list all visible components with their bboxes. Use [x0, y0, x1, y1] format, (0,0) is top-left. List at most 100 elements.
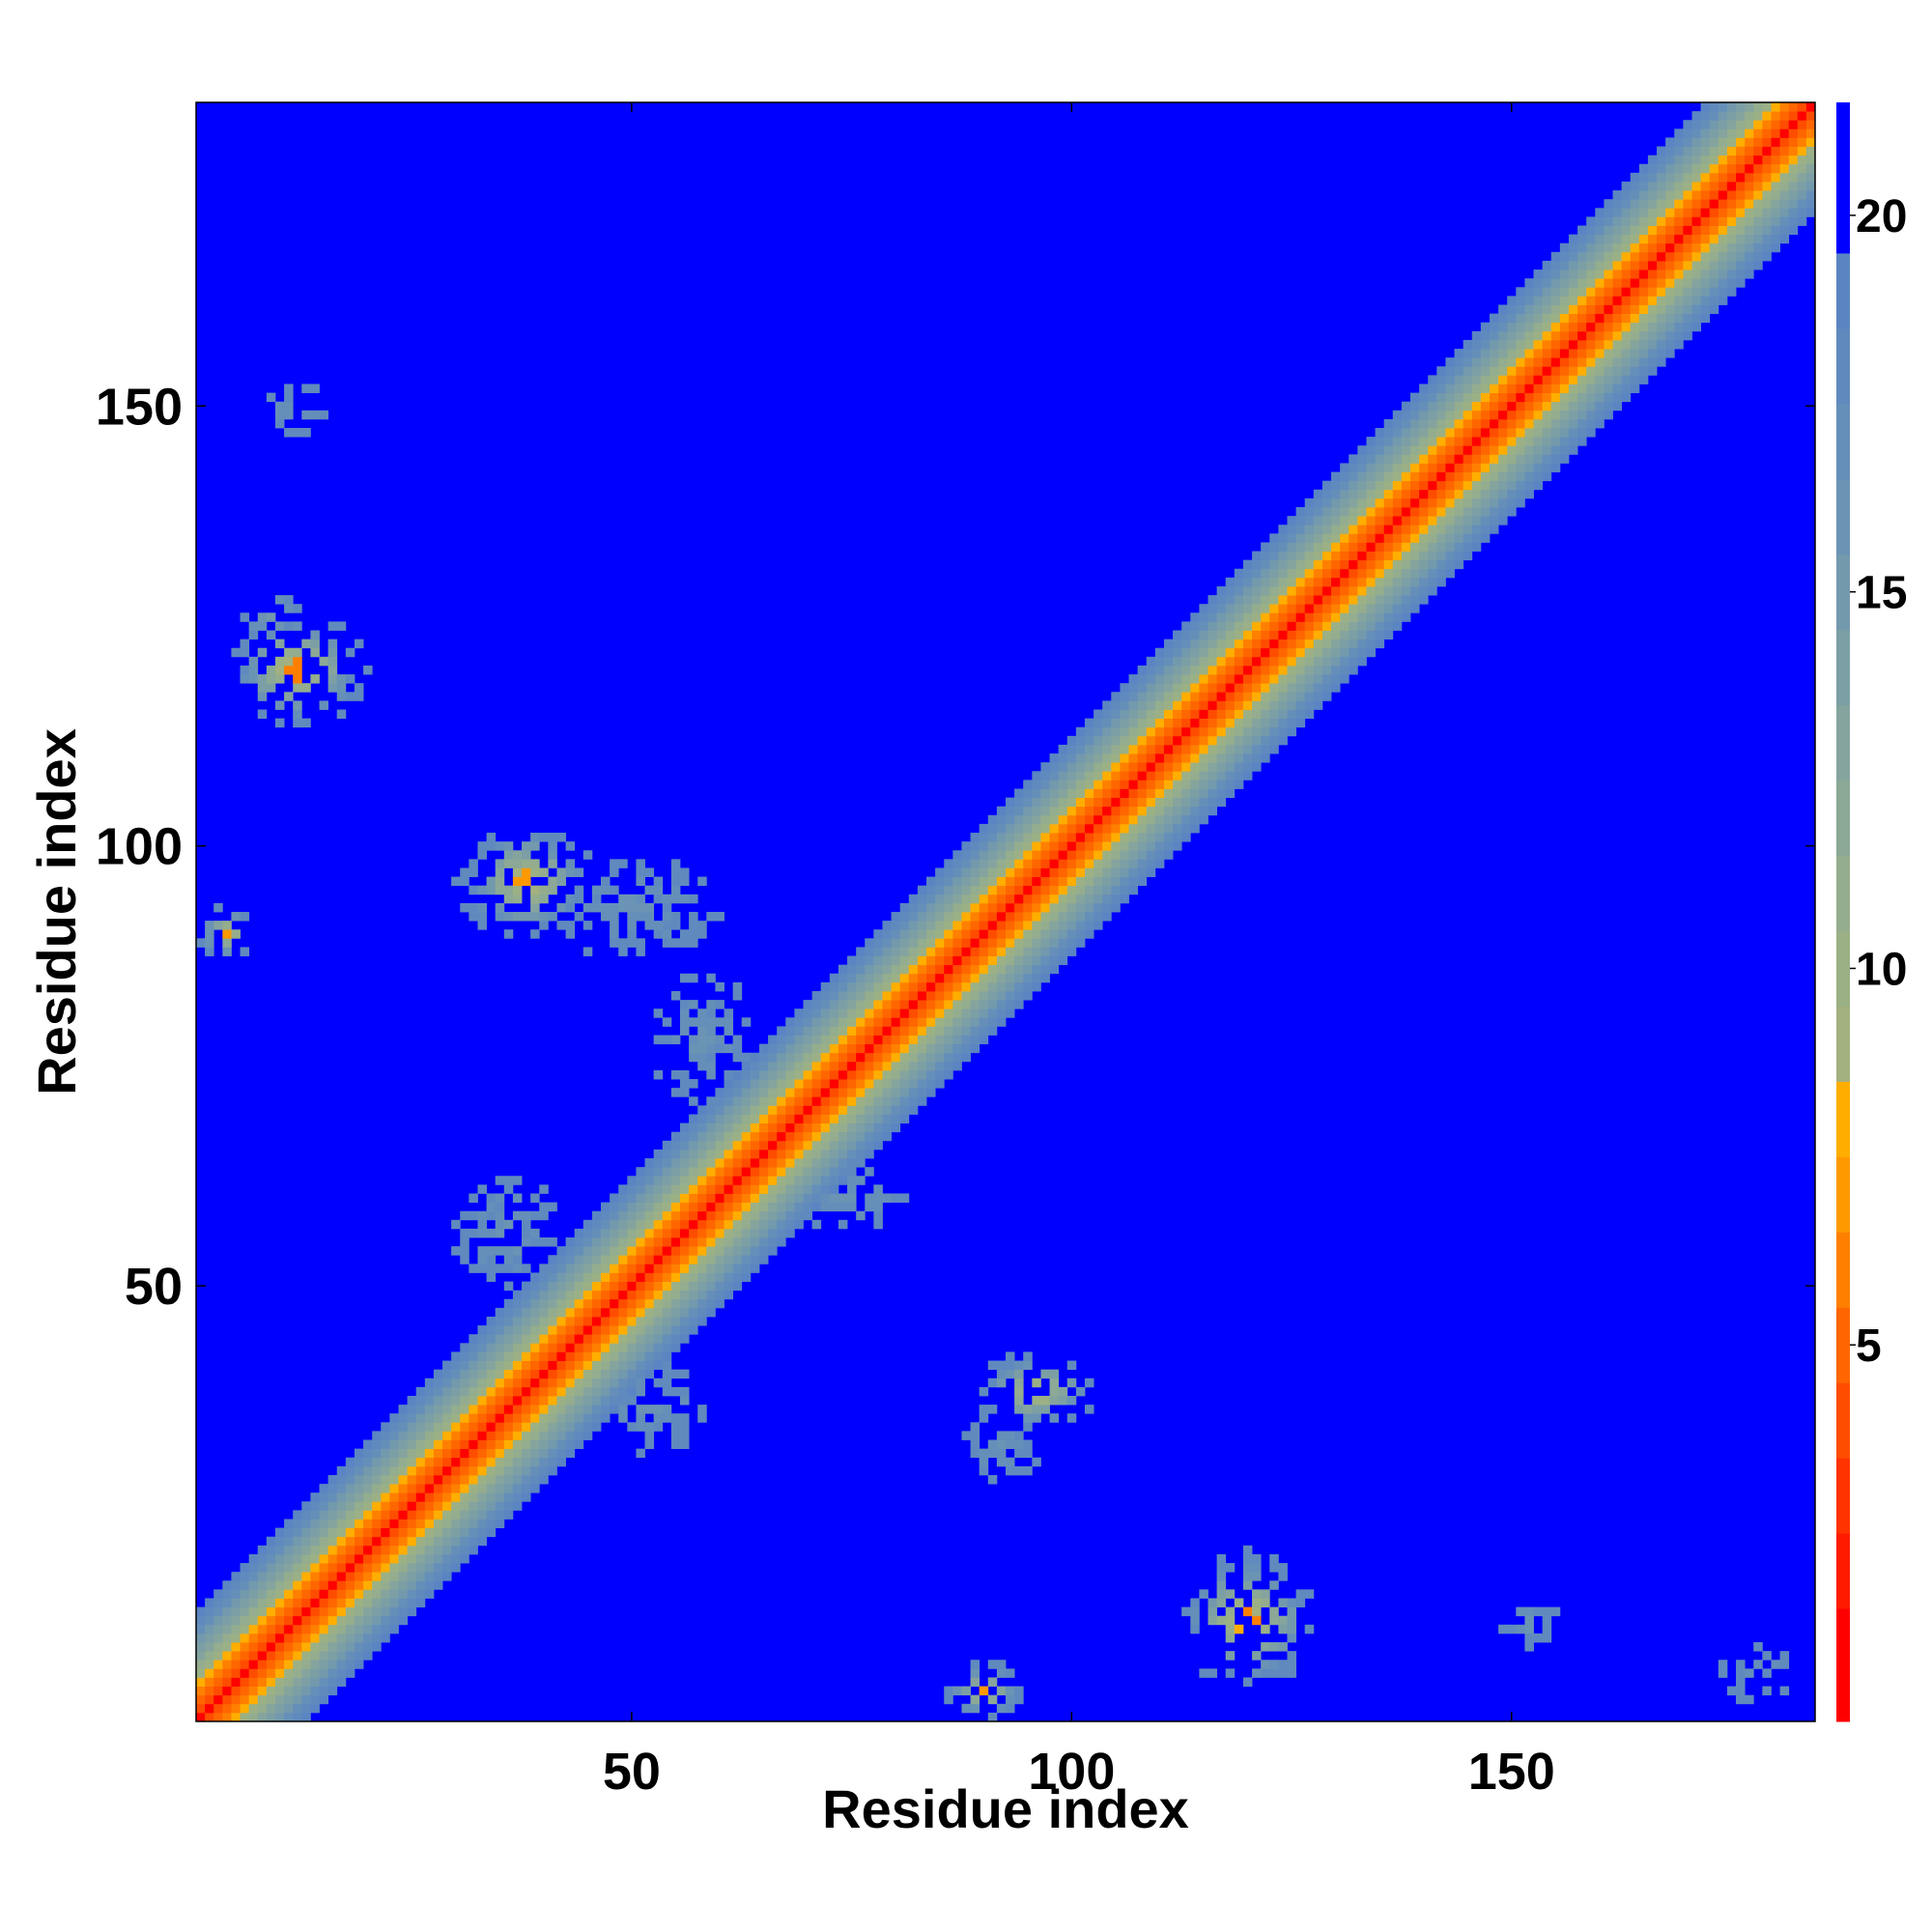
heatmap-cell: [1190, 630, 1200, 640]
heatmap-cell: [231, 1615, 241, 1626]
heatmap-cell: [1199, 630, 1208, 640]
heatmap-cell: [1032, 1405, 1041, 1414]
heatmap-cell: [1788, 181, 1799, 191]
heatmap-cell: [961, 859, 971, 868]
heatmap-cell: [301, 1606, 311, 1617]
heatmap-cell: [1049, 780, 1060, 789]
heatmap-cell: [1428, 507, 1437, 517]
heatmap-cell: [865, 1149, 874, 1159]
heatmap-cell: [363, 1651, 373, 1661]
heatmap-cell: [1410, 445, 1420, 455]
heatmap-cell: [1533, 463, 1544, 472]
heatmap-cell: [1137, 788, 1148, 798]
heatmap-cell: [1120, 841, 1129, 851]
heatmap-cell: [706, 1052, 716, 1063]
heatmap-cell: [768, 1149, 778, 1159]
heatmap-cell: [1049, 964, 1060, 975]
heatmap-cell: [662, 1158, 672, 1168]
heatmap-cell: [1278, 595, 1288, 605]
heatmap-cell: [274, 418, 285, 429]
heatmap-cell: [1181, 744, 1191, 754]
heatmap-cell: [1128, 771, 1139, 781]
heatmap-cell: [398, 1615, 409, 1626]
heatmap-cell: [1084, 806, 1094, 816]
heatmap-cell: [1683, 190, 1692, 200]
heatmap-cell: [794, 1043, 804, 1054]
heatmap-cell: [1524, 480, 1534, 491]
heatmap-cell: [433, 1580, 443, 1590]
heatmap-cell: [891, 1061, 901, 1071]
heatmap-cell: [1023, 885, 1033, 895]
heatmap-cell: [1436, 559, 1446, 570]
heatmap-cell: [407, 1510, 417, 1520]
heatmap-cell: [574, 1272, 584, 1282]
heatmap-cell: [1383, 525, 1394, 534]
heatmap-cell: [1428, 392, 1437, 403]
heatmap-cell: [653, 894, 664, 904]
heatmap-cell: [1612, 242, 1623, 253]
heatmap-cell: [407, 1563, 417, 1573]
heatmap-cell: [1111, 823, 1121, 834]
heatmap-cell: [1657, 287, 1666, 297]
heatmap-cell: [899, 1061, 910, 1071]
heatmap-cell: [486, 1317, 497, 1326]
heatmap-cell: [1313, 621, 1323, 631]
heatmap-cell: [1225, 612, 1236, 622]
heatmap-cell: [1604, 392, 1613, 403]
heatmap-cell: [1216, 1598, 1227, 1607]
heatmap-cell: [522, 1210, 531, 1221]
heatmap-cell: [1094, 841, 1103, 851]
heatmap-cell: [1595, 313, 1605, 324]
heatmap-cell: [1006, 894, 1015, 904]
heatmap-cell: [319, 1660, 329, 1669]
heatmap-cell: [1040, 902, 1050, 913]
heatmap-cell: [1199, 692, 1208, 701]
heatmap-cell: [433, 1572, 443, 1581]
heatmap-cell: [1516, 366, 1525, 376]
heatmap-cell: [522, 1290, 531, 1300]
heatmap-cell: [1797, 163, 1807, 174]
heatmap-cell: [1120, 709, 1129, 720]
heatmap-cell: [389, 1413, 399, 1423]
heatmap-cell: [970, 990, 980, 1001]
heatmap-cell: [1340, 621, 1350, 631]
heatmap-cell: [758, 1246, 769, 1256]
heatmap-cell: [1225, 788, 1236, 798]
heatmap-cell: [891, 1096, 901, 1106]
heatmap-cell: [970, 921, 980, 930]
heatmap-cell: [460, 1501, 469, 1511]
heatmap-cell: [627, 1272, 637, 1282]
heatmap-cell: [503, 1369, 514, 1379]
heatmap-cell: [768, 1088, 778, 1097]
heatmap-cell: [336, 1501, 347, 1511]
heatmap-cell: [662, 1184, 672, 1194]
heatmap-cell: [979, 823, 989, 834]
heatmap-cell: [1657, 313, 1666, 324]
heatmap-cell: [724, 1255, 734, 1264]
heatmap-cell: [1480, 533, 1491, 543]
heatmap-cell: [724, 1140, 734, 1151]
heatmap-cell: [1480, 463, 1491, 472]
heatmap-cell: [1604, 242, 1613, 253]
heatmap-cell: [1216, 1589, 1227, 1599]
heatmap-cell: [486, 1325, 497, 1335]
heatmap-cell: [582, 1334, 593, 1344]
heatmap-cell: [1516, 428, 1525, 438]
heatmap-cell: [1173, 692, 1182, 701]
heatmap-cell: [1014, 894, 1024, 904]
heatmap-cell: [944, 894, 953, 904]
heatmap-cell: [847, 1114, 857, 1124]
heatmap-cell: [556, 921, 566, 930]
heatmap-cell: [1261, 709, 1270, 720]
heatmap-cell: [503, 1176, 514, 1185]
heatmap-cell: [248, 1572, 259, 1581]
heatmap-cell: [1463, 497, 1473, 508]
heatmap-cell: [1524, 471, 1534, 482]
heatmap-cell: [1331, 471, 1341, 482]
heatmap-cell: [1788, 190, 1799, 200]
heatmap-cell: [222, 1615, 232, 1626]
heatmap-cell: [1269, 630, 1279, 640]
heatmap-cell: [1419, 533, 1429, 543]
heatmap-cell: [1445, 480, 1455, 491]
heatmap-cell: [758, 1202, 769, 1212]
